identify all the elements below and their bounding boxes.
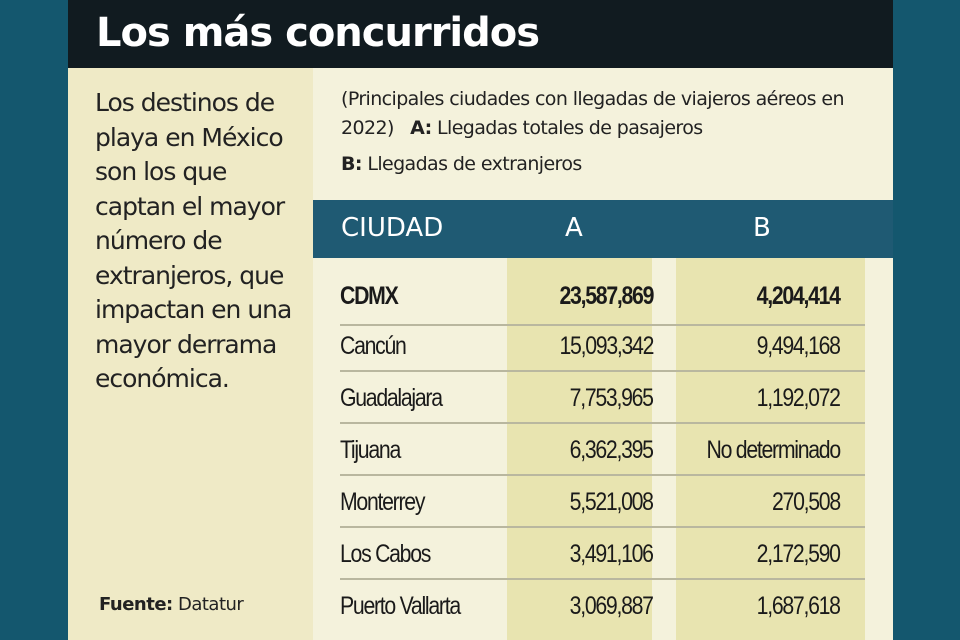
header-a: A <box>565 213 583 243</box>
table-row: Monterrey 5,521,008 270,508 <box>340 476 865 528</box>
arrivals-total-cell: 7,753,965 <box>569 384 654 412</box>
table-row: CDMX 23,587,869 4,204,414 <box>340 266 865 326</box>
subtitle: (Principales ciudades con llegadas de vi… <box>341 85 891 143</box>
city-cell: Guadalajara <box>340 384 443 412</box>
legend-b: B: Llegadas de extranjeros <box>341 153 582 175</box>
legend-b-text: Llegadas de extranjeros <box>367 153 582 175</box>
title-bar: Los más concurridos <box>68 0 893 68</box>
city-cell: Los Cabos <box>340 540 431 568</box>
arrivals-foreign-cell: 4,204,414 <box>756 282 841 310</box>
page-title: Los más concurridos <box>96 10 540 56</box>
arrivals-total-cell: 3,069,887 <box>569 592 654 620</box>
column-a-highlight <box>507 258 652 640</box>
city-cell: CDMX <box>340 282 399 310</box>
legend-a-text: Llegadas totales de pasajeros <box>437 117 703 139</box>
arrivals-total-cell: 3,491,106 <box>569 540 654 568</box>
arrivals-foreign-cell: 1,687,618 <box>756 592 841 620</box>
arrivals-total-cell: 23,587,869 <box>559 282 654 310</box>
header-ciudad: CIUDAD <box>341 213 444 243</box>
source-label: Fuente: <box>99 594 173 615</box>
source-note: Fuente: Datatur <box>99 594 244 615</box>
city-cell: Monterrey <box>340 488 425 516</box>
legend-b-key: B: <box>341 153 362 175</box>
city-cell: Tijuana <box>340 436 401 464</box>
arrivals-foreign-cell: 9,494,168 <box>756 332 841 360</box>
header-b: B <box>753 213 771 243</box>
arrivals-total-cell: 15,093,342 <box>559 332 654 360</box>
table-row: Los Cabos 3,491,106 2,172,590 <box>340 528 865 580</box>
table-row: Guadalajara 7,753,965 1,192,072 <box>340 372 865 424</box>
city-cell: Puerto Vallarta <box>340 592 461 620</box>
arrivals-total-cell: 6,362,395 <box>569 436 654 464</box>
arrivals-foreign-cell: 2,172,590 <box>756 540 841 568</box>
table-panel: (Principales ciudades con llegadas de vi… <box>313 68 893 640</box>
legend-a-key: A: <box>410 117 432 139</box>
table-row: Puerto Vallarta 3,069,887 1,687,618 <box>340 580 865 632</box>
arrivals-total-cell: 5,521,008 <box>569 488 654 516</box>
arrivals-foreign-cell: 1,192,072 <box>756 384 841 412</box>
description-text: Los destinos de playa en México son los … <box>95 88 292 393</box>
arrivals-foreign-cell: 270,508 <box>772 488 841 516</box>
description-panel: Los destinos de playa en México son los … <box>68 68 313 640</box>
arrivals-foreign-cell: No determinado <box>706 436 842 464</box>
table-header: CIUDAD A B <box>313 200 893 258</box>
source-value: Datatur <box>177 594 244 615</box>
table-row: Cancún 15,093,342 9,494,168 <box>340 320 865 372</box>
subtitle-text: (Principales ciudades con llegadas de vi… <box>341 88 845 139</box>
city-cell: Cancún <box>340 332 407 360</box>
column-b-highlight <box>676 258 865 640</box>
table-row: Tijuana 6,362,395 No determinado <box>340 424 865 476</box>
